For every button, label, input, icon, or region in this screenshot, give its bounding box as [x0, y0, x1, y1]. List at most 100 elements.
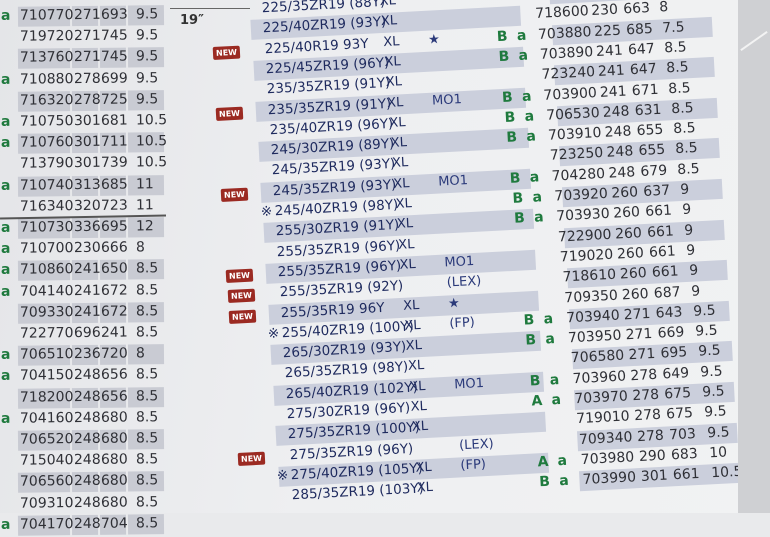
grade-2: a — [545, 331, 556, 348]
product-code: 718610 — [561, 266, 616, 286]
rim-width: 8.5 — [670, 99, 694, 118]
dimension-1: 248 — [73, 430, 101, 448]
product-code: 709350 — [563, 287, 619, 306]
rim-width: 9.5 — [695, 322, 719, 340]
grade-1: B — [492, 0, 503, 4]
dimension-2: 649 — [661, 364, 690, 383]
dimension-2: 695 — [100, 218, 128, 235]
new-badge: NEW — [225, 268, 254, 283]
rim-width: 8.5 — [135, 430, 159, 447]
dimension-2: 739 — [100, 154, 128, 172]
dimension-2: 683 — [670, 445, 698, 464]
product-code: 706510 — [19, 346, 74, 363]
dimension-1: 320 — [73, 197, 101, 214]
dimension-2: 666 — [100, 239, 128, 257]
dimension-1: 248 — [73, 367, 101, 384]
dimension-1: 260 — [616, 245, 645, 263]
dimension-2: 672 — [100, 282, 128, 299]
dimension-1: 248 — [604, 123, 632, 141]
rim-width: 8.5 — [135, 303, 159, 320]
dimension-1: 301 — [640, 467, 669, 486]
table-row: 706560 248 680 8.5 — [0, 471, 170, 495]
product-code: 703910 — [547, 125, 602, 144]
table-row: 719720 271 745 9.5 — [0, 26, 170, 49]
table-row: 713790 301 739 10.5 — [0, 154, 170, 177]
grade-mark: a — [0, 7, 11, 24]
dimension-1: 225 — [593, 22, 621, 40]
grade-2: a — [525, 128, 536, 145]
table-row: a 704140 241 672 8.5 — [0, 281, 170, 304]
fitment-note: (LEX) — [458, 436, 494, 453]
product-code: 710740 — [19, 176, 74, 194]
dimension-2: 679 — [640, 162, 668, 180]
rim-width: 8.5 — [135, 281, 159, 299]
dimension-2: 647 — [629, 61, 658, 79]
load-index-xl: XL — [404, 317, 421, 334]
grade-2: a — [529, 169, 540, 186]
load-index-xl: XL — [393, 175, 411, 192]
table-row: 706520 248 680 8.5 — [0, 429, 170, 452]
fitment-note: ★ — [447, 295, 460, 312]
rim-width: 8 — [135, 345, 145, 362]
rim-width: 10.5 — [135, 112, 168, 129]
product-code: 710700 — [19, 240, 74, 257]
dimension-1: 301 — [73, 134, 101, 151]
grade-1: B — [496, 28, 508, 45]
dimension-2: 661 — [648, 243, 677, 261]
new-badge: NEW — [212, 45, 240, 60]
dimension-1: 271 — [73, 28, 101, 45]
grade-mark: a — [0, 262, 11, 279]
product-code: 710760 — [19, 134, 74, 151]
rim-width: 9.5 — [704, 403, 728, 421]
product-code: 706560 — [19, 473, 74, 491]
product-code: 703960 — [571, 368, 627, 387]
dimension-2: 680 — [100, 472, 128, 490]
table-row: 722770 696 241 8.5 — [0, 323, 170, 346]
dimension-1: 241 — [597, 62, 626, 81]
load-index-xl: XL — [414, 459, 432, 476]
dimension-1: 248 — [73, 494, 101, 511]
tire-size: 265/35ZR19 (98Y) — [283, 359, 409, 382]
grade-mark: a — [0, 240, 11, 258]
table-row: 709330 241 672 8.5 — [0, 301, 170, 325]
rim-width: 8.5 — [677, 160, 701, 178]
dimension-2: 680 — [100, 409, 128, 426]
rim-width: 9.5 — [697, 342, 721, 360]
fitment-note: (FP) — [448, 314, 476, 332]
load-index-xl: XL — [416, 480, 434, 496]
grade-1: B — [523, 311, 535, 329]
grade-1: B — [509, 170, 522, 187]
rim-width: 8 — [659, 0, 669, 16]
grade-mark: a — [0, 113, 11, 130]
grade-1: A — [531, 392, 543, 410]
product-code: 710880 — [19, 70, 74, 88]
dimension-2: 745 — [100, 48, 128, 66]
fitment-note: (LEX) — [445, 273, 482, 291]
product-code: 713790 — [19, 155, 74, 173]
asterisk-mark: ※ — [267, 325, 280, 342]
dimension-2: 655 — [635, 121, 664, 140]
rim-width: 8.5 — [674, 140, 698, 158]
product-code: 718600 — [535, 3, 590, 23]
dimension-2: 725 — [100, 91, 128, 108]
tire-size: 235/35ZR19 (91Y) — [266, 75, 391, 98]
new-badge: NEW — [215, 106, 244, 121]
load-index-xl: XL — [396, 216, 414, 233]
rim-width: 9.5 — [135, 6, 159, 23]
product-code: 703900 — [543, 84, 598, 104]
rim-width: 10.5 — [135, 133, 168, 150]
dimension-2: 663 — [623, 0, 651, 18]
dimension-1: 271 — [627, 346, 656, 364]
rim-width: 9 — [688, 262, 699, 279]
dimension-2: 711 — [100, 133, 128, 151]
dimension-2: 687 — [653, 283, 681, 302]
dimension-1: 278 — [636, 427, 664, 445]
load-index-xl: XL — [407, 358, 425, 375]
load-index-xl: XL — [394, 196, 412, 212]
dimension-1: 301 — [73, 112, 101, 130]
dimension-2: 661 — [672, 466, 701, 484]
rim-width: 8.5 — [668, 79, 692, 97]
grade-1: B — [511, 190, 524, 207]
dimension-2: 680 — [100, 494, 128, 511]
